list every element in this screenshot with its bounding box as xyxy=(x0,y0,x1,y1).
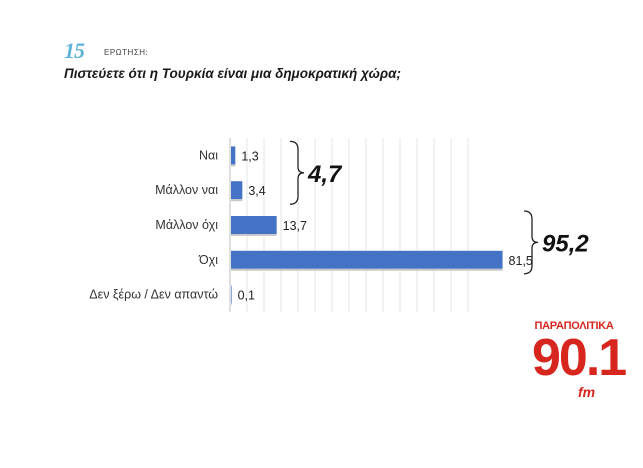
category-label: Δεν ξέρω / Δεν απαντώ xyxy=(89,288,218,302)
station-logo: ΠΑΡΑΠΟΛΙΤΙΚΑ 90.1 fm xyxy=(532,320,627,416)
logo-number: 90.1 xyxy=(532,329,627,387)
group-total-label: 4,7 xyxy=(307,161,343,188)
bar-shadow xyxy=(231,303,232,306)
bar xyxy=(231,216,277,234)
group-total-label: 95,2 xyxy=(542,230,589,257)
question-label: ΕΡΩΤΗΣΗ: xyxy=(104,48,149,57)
category-label: Όχι xyxy=(198,253,218,267)
category-label: Μάλλον ναι xyxy=(155,183,218,197)
group-brace xyxy=(289,140,305,205)
value-label: 3,4 xyxy=(248,184,265,198)
bar-shadow xyxy=(231,164,236,167)
question-number: 15 xyxy=(64,38,85,63)
value-label: 13,7 xyxy=(283,219,307,233)
bar xyxy=(231,181,243,200)
bar-shadow xyxy=(231,268,503,271)
value-label: 0,1 xyxy=(238,289,255,303)
bar-shadow xyxy=(231,234,277,236)
logo-fm-text: fm xyxy=(578,384,596,400)
category-label: Ναι xyxy=(199,148,218,162)
bar xyxy=(231,146,236,165)
logo-top-text: ΠΑΡΑΠΟΛΙΤΙΚΑ xyxy=(534,320,614,332)
value-label: 1,3 xyxy=(241,149,258,163)
category-label: Μάλλον όχι xyxy=(155,218,218,232)
bar xyxy=(231,250,503,269)
group-brace xyxy=(523,210,539,275)
bar xyxy=(231,285,232,304)
value-label: 81,5 xyxy=(509,254,533,268)
bar-shadow xyxy=(231,199,243,202)
question-text: Πιστεύετε ότι η Τουρκία είναι μια δημοκρ… xyxy=(64,66,401,81)
